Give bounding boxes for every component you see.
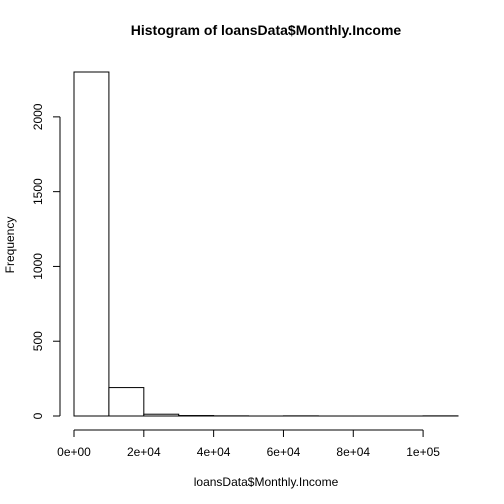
- histogram-bar-0: [73, 71, 110, 417]
- y-tick-label-4: 2000: [31, 103, 45, 130]
- x-tick-label-2: 4e+04: [197, 445, 231, 459]
- x-axis: 0e+00 2e+04 4e+04 6e+04 8e+04 1e+05: [57, 429, 440, 459]
- histogram-bar-2: [143, 413, 180, 417]
- histogram-bar-1: [108, 387, 145, 417]
- y-axis: 0 500 1000 1500 2000: [31, 103, 61, 419]
- y-tick-label-0: 0: [31, 412, 45, 419]
- x-tick-label-0: 0e+00: [57, 445, 91, 459]
- y-tick-label-3: 1500: [31, 178, 45, 205]
- y-axis-label: Frequency: [3, 217, 17, 274]
- y-tick-label-2: 1000: [31, 253, 45, 280]
- y-tick-label-1: 500: [31, 331, 45, 351]
- bars-group: [73, 71, 459, 417]
- x-tick-label-5: 1e+05: [406, 445, 440, 459]
- chart-title: Histogram of loansData$Monthly.Income: [131, 22, 402, 38]
- x-axis-label: loansData$Monthly.Income: [194, 475, 339, 489]
- x-tick-label-3: 6e+04: [267, 445, 301, 459]
- x-tick-label-4: 8e+04: [336, 445, 370, 459]
- x-tick-label-1: 2e+04: [127, 445, 161, 459]
